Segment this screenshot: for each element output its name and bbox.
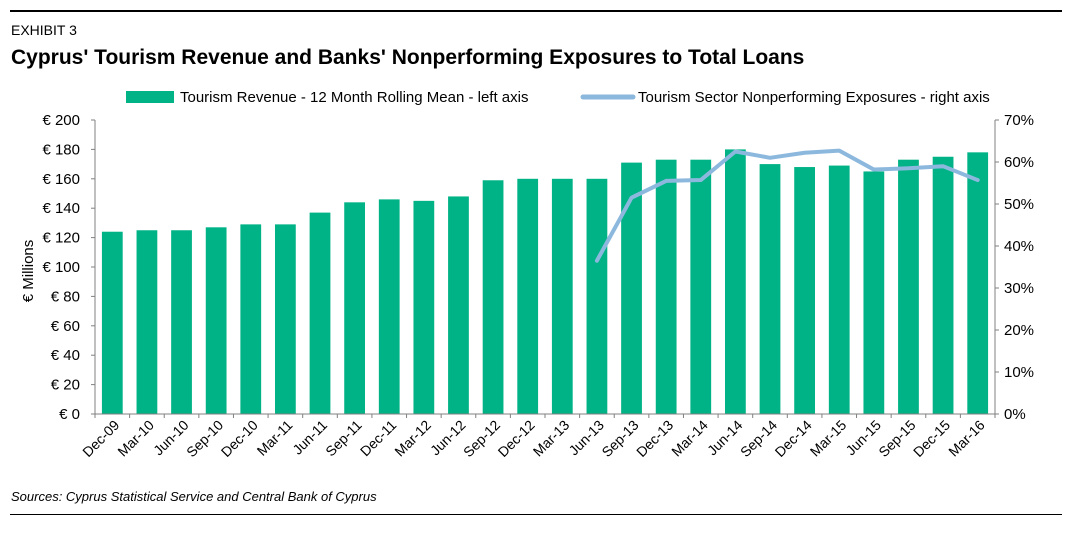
right-tick-label: 20% xyxy=(1004,322,1034,339)
bar-Jun-10 xyxy=(171,230,192,414)
npe-line xyxy=(594,148,980,263)
x-tick-label: Mar-11 xyxy=(254,417,296,459)
x-tick-label: Mar-12 xyxy=(391,417,434,460)
bar-Jun-15 xyxy=(863,171,885,414)
left-tick-label: € 60 xyxy=(51,318,80,335)
right-tick-label: 60% xyxy=(1004,154,1034,171)
x-tick-label: Dec-15 xyxy=(910,417,953,460)
x-tick-label: Sep-11 xyxy=(322,417,365,460)
x-tick-label: Dec-12 xyxy=(495,417,538,460)
left-tick-label: € 200 xyxy=(42,112,80,129)
y-axis-title: € Millions xyxy=(20,240,37,303)
x-tick-label: Mar-14 xyxy=(668,417,711,460)
right-tick-label: 40% xyxy=(1004,238,1034,255)
left-tick-label: € 120 xyxy=(42,230,80,247)
legend: Tourism Revenue - 12 Month Rolling Mean … xyxy=(126,89,990,106)
left-tick-label: € 40 xyxy=(51,347,80,364)
x-tick-label: Mar-15 xyxy=(807,417,850,460)
bar-Mar-15 xyxy=(828,165,850,414)
bar-Sep-12 xyxy=(482,180,504,414)
left-tick-label: € 80 xyxy=(51,288,80,305)
bar-Dec-12 xyxy=(517,178,539,414)
left-tick-label: € 0 xyxy=(59,406,80,423)
x-tick-label: Sep-13 xyxy=(598,417,641,460)
bar-Sep-11 xyxy=(344,202,365,414)
bar-Sep-15 xyxy=(898,159,919,414)
x-tick-label: Sep-12 xyxy=(460,417,503,460)
x-tick-label: Mar-16 xyxy=(945,417,988,460)
legend-line-label: Tourism Sector Nonperforming Exposures -… xyxy=(638,89,990,106)
bar-Mar-10 xyxy=(136,230,158,414)
bar-Jun-14 xyxy=(725,149,746,414)
bar-Sep-14 xyxy=(759,164,781,414)
bar-Mar-13 xyxy=(551,178,573,414)
bar-series xyxy=(101,149,989,414)
bar-Dec-09 xyxy=(101,231,123,414)
line-series xyxy=(594,148,980,263)
bar-Dec-15 xyxy=(932,156,954,414)
right-tick-label: 0% xyxy=(1004,406,1026,423)
x-tick-label: Jun-11 xyxy=(289,417,330,458)
x-tick-label: Mar-13 xyxy=(530,417,573,460)
bar-Jun-12 xyxy=(448,196,469,414)
bar-Jun-11 xyxy=(309,212,331,414)
bar-Jun-13 xyxy=(586,178,608,414)
right-tick-label: 30% xyxy=(1004,280,1034,297)
bar-Mar-12 xyxy=(413,200,435,414)
chart-title: Cyprus' Tourism Revenue and Banks' Nonpe… xyxy=(11,46,805,69)
bar-Mar-14 xyxy=(690,159,712,414)
left-tick-label: € 100 xyxy=(42,259,80,276)
bar-Mar-11 xyxy=(275,224,296,414)
x-tick-label: Sep-14 xyxy=(737,417,780,460)
right-tick-label: 50% xyxy=(1004,196,1034,213)
left-tick-label: € 140 xyxy=(42,200,80,217)
bar-Dec-13 xyxy=(655,159,677,414)
legend-bar-label: Tourism Revenue - 12 Month Rolling Mean … xyxy=(180,89,529,106)
bar-Dec-10 xyxy=(240,224,262,414)
x-tick-label: Dec-11 xyxy=(357,417,400,460)
exhibit-label: EXHIBIT 3 xyxy=(11,22,77,38)
left-tick-label: € 160 xyxy=(42,171,80,188)
x-tick-label: Dec-13 xyxy=(633,417,676,460)
x-tick-label: Dec-09 xyxy=(79,417,122,460)
bar-Dec-11 xyxy=(378,199,400,414)
legend-bar-swatch xyxy=(126,91,174,103)
bottom-rule xyxy=(10,514,1062,515)
x-tick-label: Mar-10 xyxy=(114,417,157,460)
bar-Dec-14 xyxy=(794,167,815,414)
x-tick-label: Dec-10 xyxy=(218,417,261,460)
bar-Sep-13 xyxy=(621,162,642,414)
source-note: Sources: Cyprus Statistical Service and … xyxy=(11,489,377,504)
x-tick-label: Dec-14 xyxy=(772,417,815,460)
bar-Mar-16 xyxy=(967,152,989,414)
x-tick-label: Sep-15 xyxy=(875,417,918,460)
top-rule xyxy=(10,10,1062,12)
left-tick-label: € 20 xyxy=(51,377,80,394)
left-tick-label: € 180 xyxy=(42,141,80,158)
bar-Sep-10 xyxy=(205,227,227,414)
right-tick-label: 10% xyxy=(1004,364,1034,381)
right-tick-label: 70% xyxy=(1004,112,1034,129)
x-tick-label: Sep-10 xyxy=(183,417,226,460)
